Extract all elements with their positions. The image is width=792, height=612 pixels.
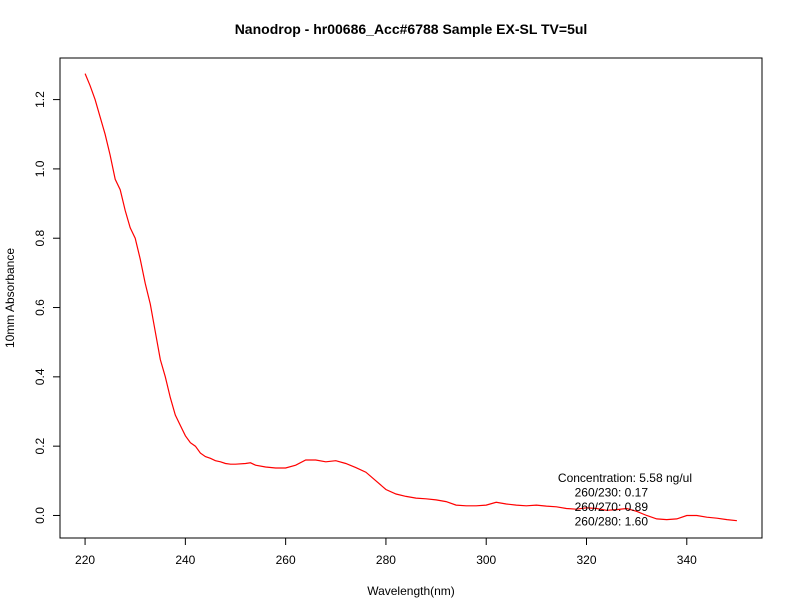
plot-frame	[59, 57, 763, 539]
y-tick-label: 1.0	[33, 160, 47, 177]
concentration-annotation: Concentration: 5.58 ng/ul	[558, 471, 692, 485]
ratio-annotation: 260/270: 0.89	[575, 500, 649, 514]
x-tick-label: 260	[276, 553, 296, 567]
x-axis-label: Wavelength(nm)	[367, 584, 455, 598]
x-tick-label: 320	[576, 553, 596, 567]
chart-title: Nanodrop - hr00686_Acc#6788 Sample EX-SL…	[235, 21, 588, 37]
x-tick-label: 280	[376, 553, 396, 567]
y-tick-label: 0.0	[33, 507, 47, 524]
y-tick-label: 0.6	[33, 299, 47, 316]
ratio-annotation: 260/230: 0.17	[575, 486, 649, 500]
x-axis: 220 240 260 280 300 320 340	[75, 538, 697, 567]
x-tick-label: 340	[677, 553, 697, 567]
x-tick-label: 300	[476, 553, 496, 567]
y-axis: 0.0 0.2 0.4 0.6 0.8 1.0 1.2	[33, 91, 60, 524]
y-tick-label: 0.2	[33, 437, 47, 454]
ratio-annotation: 260/280: 1.60	[575, 515, 649, 529]
series-layer	[84, 73, 737, 522]
absorbance-series-line	[84, 73, 737, 522]
y-tick-label: 0.4	[33, 368, 47, 385]
y-tick-label: 1.2	[33, 91, 47, 108]
y-tick-label: 0.8	[33, 230, 47, 247]
x-tick-label: 220	[75, 553, 95, 567]
y-axis-label: 10mm Absorbance	[3, 248, 17, 348]
x-tick-label: 240	[175, 553, 195, 567]
